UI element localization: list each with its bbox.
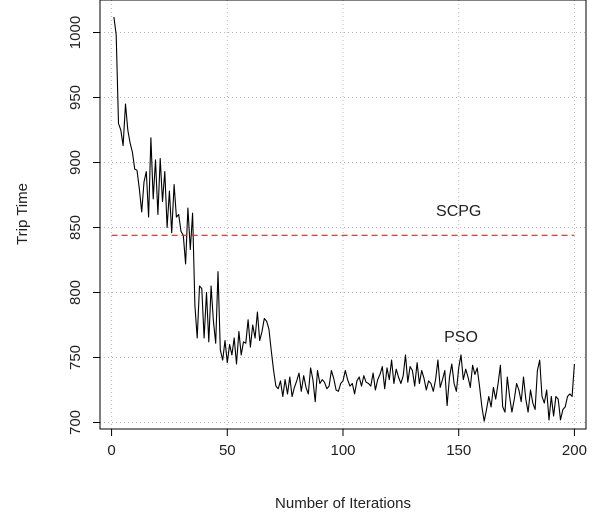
y-tick-label: 700 <box>67 410 84 435</box>
x-axis: 0 50 100 150 200 <box>107 429 587 459</box>
y-tick-label: 750 <box>67 345 84 370</box>
series-line <box>113 16 575 422</box>
x-tick-label: 0 <box>107 442 115 459</box>
x-tick-label: 100 <box>330 442 355 459</box>
y-tick-label: 850 <box>67 215 84 240</box>
x-axis-title: Number of Iterations <box>275 495 411 512</box>
y-tick-label: 800 <box>67 280 84 305</box>
annotation-label: SCPG <box>436 203 481 220</box>
x-tick-label: 50 <box>219 442 236 459</box>
x-tick-label: 200 <box>562 442 587 459</box>
x-tick-label: 150 <box>446 442 471 459</box>
y-tick-label: 900 <box>67 150 84 175</box>
annotation-label: PSO <box>444 329 478 346</box>
y-axis-title: Trip Time <box>14 183 31 245</box>
y-tick-label: 950 <box>67 85 84 110</box>
y-tick-label: 1000 <box>67 16 84 49</box>
y-axis: 700 750 800 850 900 950 1000 <box>67 16 100 435</box>
series-group <box>111 16 575 422</box>
annotations: SCPG PSO <box>436 203 481 346</box>
